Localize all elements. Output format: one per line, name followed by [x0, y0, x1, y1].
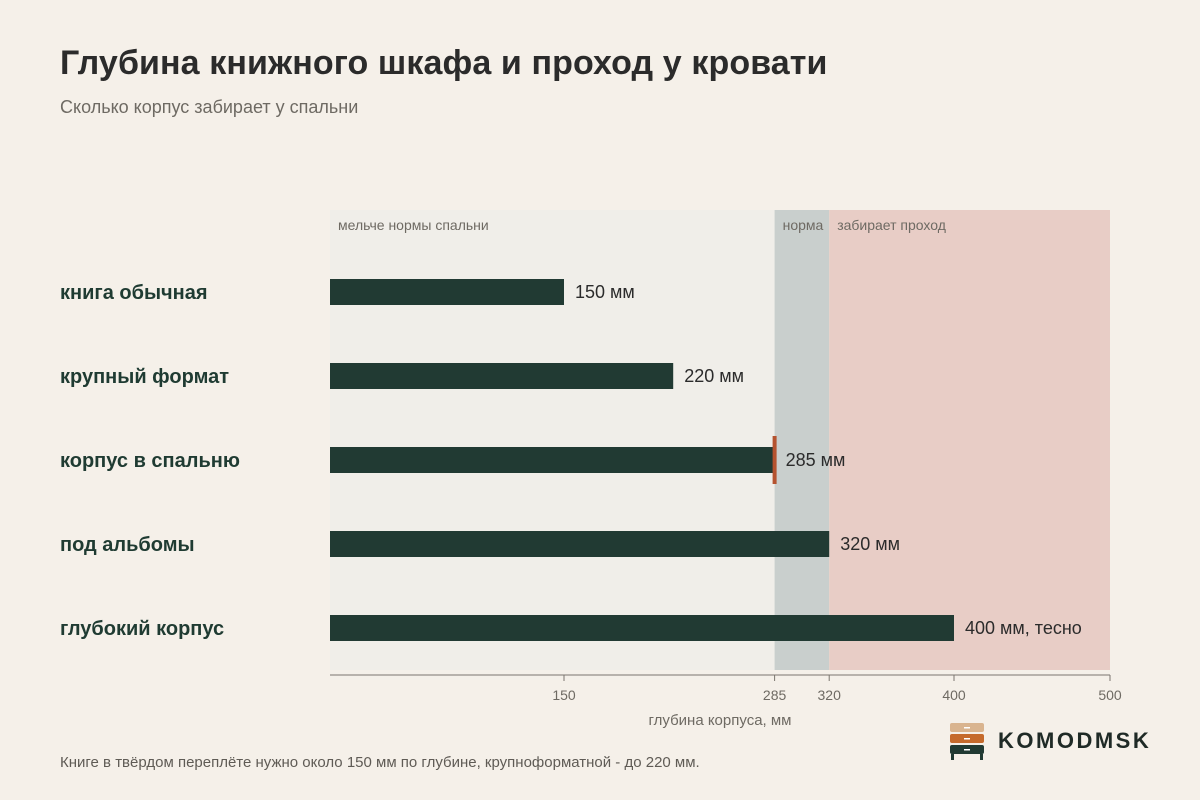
zone-band-2 — [829, 210, 1110, 670]
highlight-marker — [772, 436, 777, 484]
x-tick-label-0: 150 — [552, 687, 576, 703]
brand-mark: KOMODMSK — [948, 720, 1151, 762]
brand-name: KOMODMSK — [998, 728, 1152, 753]
zone-label-0: мельче нормы спальни — [338, 217, 489, 233]
value-label-4: 400 мм, тесно — [965, 618, 1082, 638]
chest-of-drawers-icon — [950, 723, 984, 760]
x-tick-label-1: 285 — [763, 687, 787, 703]
value-label-0: 150 мм — [575, 282, 635, 302]
bar-0 — [330, 279, 564, 305]
category-label-2: корпус в спальню — [60, 450, 240, 472]
category-label-0: книга обычная — [60, 282, 208, 304]
page-title: Глубина книжного шкафа и проход у кроват… — [60, 44, 828, 82]
bar-3 — [330, 531, 830, 557]
category-label-4: глубокий корпус — [60, 618, 224, 640]
zone-label-2: забирает проход — [837, 217, 946, 233]
bar-2 — [330, 447, 775, 473]
value-label-3: 320 мм — [840, 534, 900, 554]
footnote: Книге в твёрдом переплёте нужно около 15… — [60, 754, 700, 771]
category-label-1: крупный формат — [60, 366, 229, 388]
zone-label-1: норма — [783, 217, 824, 233]
bar-1 — [330, 363, 674, 389]
value-label-2: 285 мм — [786, 450, 846, 470]
page-subtitle: Сколько корпус забирает у спальни — [60, 97, 359, 117]
bar-4 — [330, 615, 954, 641]
category-label-3: под альбомы — [60, 534, 195, 556]
x-tick-label-3: 400 — [942, 687, 966, 703]
x-axis-title: глубина корпуса, мм — [649, 712, 792, 729]
x-tick-label-4: 500 — [1098, 687, 1122, 703]
zone-band-1 — [774, 210, 830, 670]
value-label-1: 220 мм — [684, 366, 744, 386]
x-tick-label-2: 320 — [818, 687, 842, 703]
